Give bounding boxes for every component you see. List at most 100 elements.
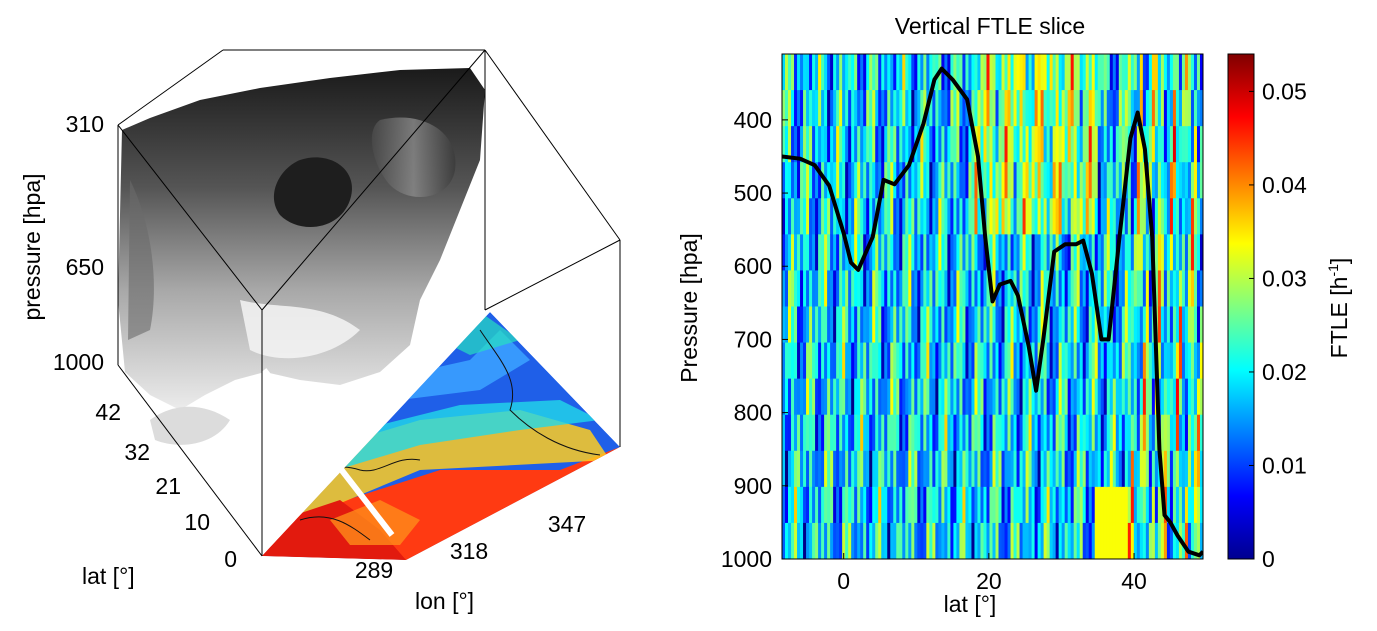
heatmap-cell xyxy=(1136,450,1141,488)
heatmap-cell xyxy=(1079,450,1084,488)
heatmap-cell xyxy=(1007,486,1012,524)
heatmap-cell xyxy=(1094,162,1099,199)
heatmap-cell xyxy=(1106,90,1111,127)
heatmap-cell xyxy=(1193,450,1198,488)
heatmap-cell xyxy=(806,342,810,380)
heatmap-cell xyxy=(1082,450,1087,488)
heatmap-cell xyxy=(854,198,858,235)
vertical-slice-plot: Vertical FTLE slice 40050060070080090010… xyxy=(676,13,1352,617)
heatmap-cell xyxy=(833,54,837,91)
heatmap-cell xyxy=(1028,198,1033,235)
heatmap-cell xyxy=(1085,522,1090,559)
heatmap-cell xyxy=(1160,126,1165,163)
heatmap-cell xyxy=(1061,126,1066,163)
heatmap-cell xyxy=(1061,306,1066,344)
heatmap-cell xyxy=(1091,54,1096,91)
heatmap-cell xyxy=(923,450,927,488)
heatmap-cell xyxy=(1037,270,1042,308)
heatmap-cell xyxy=(1151,414,1156,452)
heatmap-cell xyxy=(1034,198,1039,235)
pressure-tick-label: 650 xyxy=(66,254,104,280)
heatmap-cell xyxy=(824,450,828,488)
heatmap-cell xyxy=(1004,486,1009,524)
heatmap-cell xyxy=(1136,522,1141,559)
heatmap-cell xyxy=(1172,486,1177,524)
heatmap-cell xyxy=(1115,126,1120,163)
heatmap-cell xyxy=(845,414,849,452)
heatmap-cell xyxy=(800,486,804,524)
heatmap-cell xyxy=(1148,414,1153,452)
heatmap-cell xyxy=(1109,378,1114,416)
heatmap-cell xyxy=(782,162,786,199)
heatmap-cell xyxy=(932,306,936,344)
heatmap-cell xyxy=(1169,306,1174,344)
heatmap-cell xyxy=(842,198,846,235)
heatmap-cell xyxy=(884,198,888,235)
heatmap-cell xyxy=(1052,378,1057,416)
heatmap-cell xyxy=(803,522,807,559)
heatmap-cell xyxy=(827,234,831,272)
heatmap-cell xyxy=(824,522,828,559)
heatmap-cell xyxy=(1001,162,1006,199)
pressure-tick-label: 1000 xyxy=(53,349,104,375)
heatmap-cell xyxy=(1100,234,1105,272)
heatmap-cell xyxy=(800,126,804,163)
heatmap-cell xyxy=(947,270,951,308)
heatmap-cell xyxy=(1061,162,1066,199)
heatmap-cell xyxy=(1121,306,1126,344)
heatmap-cell xyxy=(803,270,807,308)
heatmap-cell xyxy=(1130,486,1135,524)
heatmap-cell xyxy=(1088,54,1093,91)
heatmap-cell xyxy=(1145,486,1150,524)
heatmap-cell xyxy=(1103,90,1108,127)
heatmap-cell xyxy=(1157,378,1162,416)
heatmap-cell xyxy=(869,306,873,344)
heatmap-cell xyxy=(926,522,930,559)
heatmap-cell xyxy=(935,162,939,199)
heatmap-cell xyxy=(920,450,924,488)
heatmap-cell xyxy=(902,486,906,524)
heatmap-cell xyxy=(827,342,831,380)
heatmap-cell xyxy=(920,54,924,91)
heatmap-cell xyxy=(1175,414,1180,452)
heatmap-cell xyxy=(1106,486,1111,524)
heatmap-cell xyxy=(971,270,976,308)
heatmap-cell xyxy=(854,450,858,488)
heatmap-cell xyxy=(1172,198,1177,235)
heatmap-cell xyxy=(953,270,958,308)
heatmap-cell xyxy=(887,198,891,235)
heatmap-cell xyxy=(935,414,939,452)
heatmap-cell xyxy=(1160,162,1165,199)
heatmap-cell xyxy=(845,306,849,344)
heatmap-cell xyxy=(794,198,798,235)
heatmap-cell xyxy=(1184,414,1189,452)
heatmap-cell xyxy=(974,486,979,524)
heatmap-cell xyxy=(1169,378,1174,416)
heatmap-cell xyxy=(899,342,903,380)
heatmap-cell xyxy=(1028,306,1033,344)
heatmap-cell xyxy=(1019,414,1024,452)
heatmap-cell xyxy=(992,450,997,488)
heatmap-cell xyxy=(956,378,961,416)
heatmap-cell xyxy=(791,486,795,524)
heatmap-cell xyxy=(935,486,939,524)
heatmap-cell xyxy=(1082,306,1087,344)
heatmap-cell xyxy=(872,90,876,127)
heatmap-cell xyxy=(1049,126,1054,163)
heatmap-cell xyxy=(1031,486,1036,524)
heatmap-cell xyxy=(788,162,792,199)
heatmap-cell xyxy=(833,234,837,272)
heatmap-cell xyxy=(1151,450,1156,488)
heatmap-cell xyxy=(1151,162,1156,199)
heatmap-cell xyxy=(1121,378,1126,416)
heatmap-cell xyxy=(830,522,834,559)
heatmap-cell xyxy=(935,234,939,272)
heatmap-cell xyxy=(815,306,819,344)
heatmap-cell xyxy=(1085,342,1090,380)
heatmap-cell xyxy=(824,486,828,524)
heatmap-cell xyxy=(1010,378,1015,416)
heatmap-cell xyxy=(1088,162,1093,199)
heatmap-cell xyxy=(878,270,882,308)
heatmap-cell xyxy=(1058,342,1063,380)
heatmap-cell xyxy=(968,54,973,91)
